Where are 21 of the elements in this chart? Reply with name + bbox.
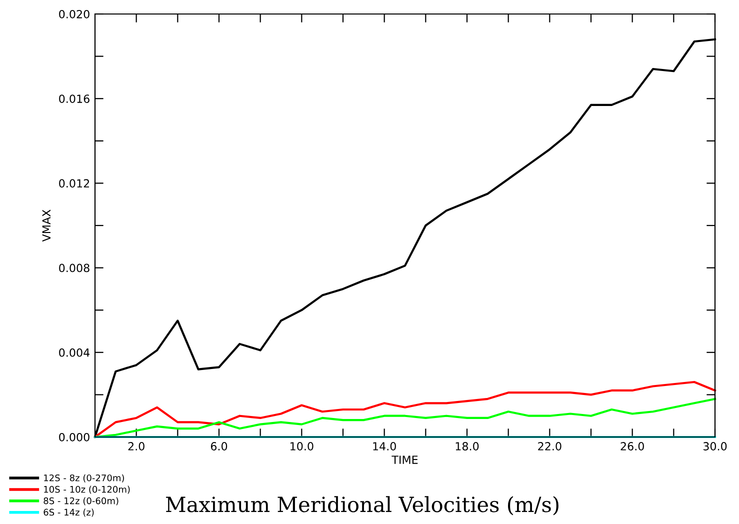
x-tick-label: 18.0 <box>456 442 479 450</box>
x-tick-label: 22.0 <box>538 442 562 450</box>
y-tick-label: 0.004 <box>59 348 90 357</box>
legend-label: 10S - 10z (0-120m) <box>44 486 130 494</box>
x-tick-label: 10.0 <box>290 442 314 450</box>
x-tick-label: 6.0 <box>210 442 228 450</box>
y-axis-title: VMAX <box>42 210 50 242</box>
x-tick-label: 2.0 <box>128 442 144 450</box>
x-tick-label: 26.0 <box>620 442 644 450</box>
y-tick-label: 0.016 <box>59 94 90 103</box>
y-tick-label: 0.000 <box>59 432 90 442</box>
legend-label: 6S - 14z (z) <box>44 508 94 517</box>
text: Maximum Meridional Velocities (m/s) <box>166 496 558 516</box>
x-tick-label: 14.0 <box>373 442 396 450</box>
y-tick-label: 0.020 <box>59 10 90 18</box>
legend-label: 8S - 12z (0-60m) <box>44 497 118 506</box>
legend-label: 12S - 8z (0-270m) <box>44 474 124 482</box>
x-tick-label: 30.0 <box>703 442 727 450</box>
y-tick-label: 0.012 <box>59 179 90 188</box>
x-axis-title: TIME <box>392 456 418 464</box>
y-tick-label: 0.008 <box>59 264 90 272</box>
